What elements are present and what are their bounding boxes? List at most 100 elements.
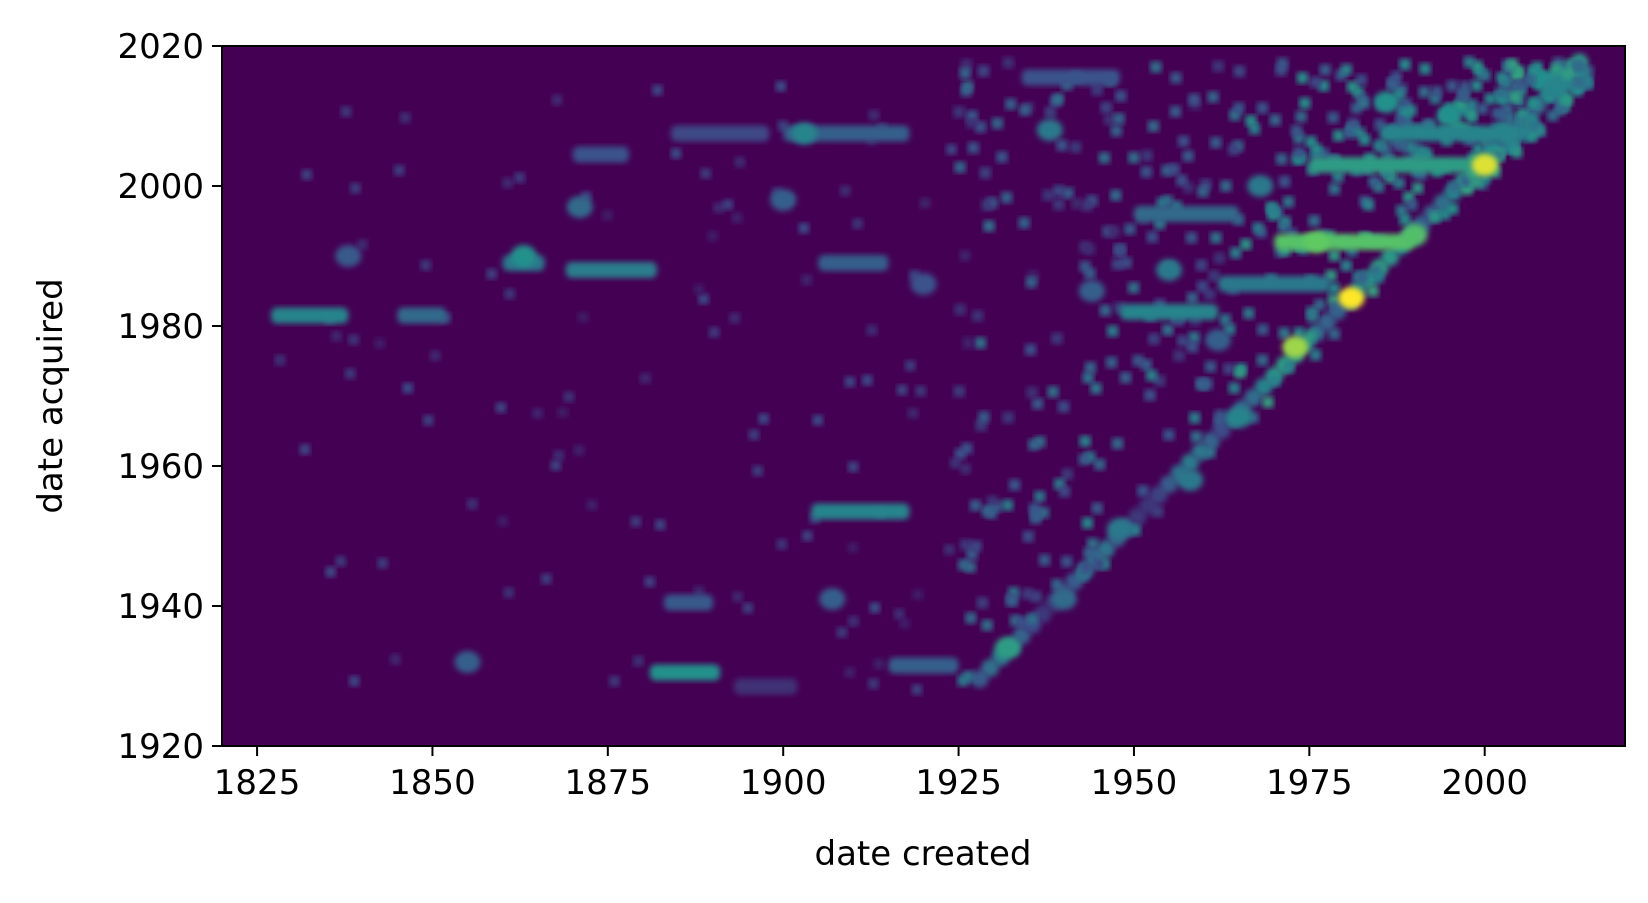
density-hotspot [1226,406,1253,428]
density-cell [1229,109,1241,121]
density-cell [868,678,879,689]
density-cell [962,337,974,349]
density-cell [962,670,974,682]
density-cell [975,419,987,431]
density-cell [965,612,977,624]
density-cell [1177,135,1189,147]
density-cell [1100,102,1112,114]
density-cell [1210,137,1222,149]
density-cell [1373,271,1385,283]
density-cell [1113,302,1125,314]
density-cell [1022,530,1034,542]
density-cell [1286,228,1298,240]
density-cell [640,373,651,384]
density-cell [1501,103,1513,115]
density-cell [1061,468,1073,480]
density-cell [1190,431,1202,443]
x-tick-label: 1975 [1266,763,1353,803]
density-cell [869,602,880,613]
density-cell [1518,126,1530,138]
density-hotspot [994,637,1021,659]
density-streak [663,594,714,611]
density-cell [1503,112,1515,124]
density-cell [996,151,1008,163]
density-cell [1296,72,1308,84]
density-cell [350,183,361,194]
density-cell [1318,147,1330,159]
density-cell [1328,283,1340,295]
y-tick-label: 1980 [117,307,204,347]
density-cell [960,250,971,261]
density-cell [552,94,563,105]
density-cell [1357,271,1369,283]
density-cell [974,337,986,349]
density-cell [1053,185,1065,197]
density-cell [420,260,431,271]
density-cell [495,402,506,413]
density-cell [1144,389,1156,401]
density-cell [1571,85,1583,97]
density-hotspot [819,588,846,610]
density-cell [1026,613,1038,625]
density-cell [574,445,585,456]
density-cell [1429,92,1441,104]
density-cell [713,202,724,213]
density-cell [1282,196,1294,208]
density-cell [1439,208,1451,220]
density-cell [953,106,965,118]
density-cell [1524,75,1536,87]
density-streak [1218,276,1331,292]
density-cell [1182,150,1194,162]
density-cell [1416,168,1428,180]
density-cell [644,576,655,587]
density-cell [374,338,385,349]
density-cell [694,586,705,597]
density-cell [1008,587,1020,599]
density-cell [1219,314,1231,326]
density-cell [1047,386,1059,398]
density-streak [670,125,770,142]
density-cell [1044,106,1056,118]
density-streak [397,307,447,324]
density-cell [1220,180,1232,192]
density-cell [1034,436,1046,448]
density-cell [978,65,990,77]
density-cell [1256,102,1268,114]
density-cell [502,177,513,188]
density-cell [357,239,368,250]
density-cell [1098,152,1110,164]
density-cell [1354,127,1366,139]
density-cell [1077,570,1089,582]
density-cell [1460,175,1472,187]
density-cell [1277,57,1289,69]
density-cell [812,415,823,426]
density-cell [707,231,718,242]
density-cell [1479,69,1491,81]
density-cell [550,460,561,471]
density-cell [1110,125,1122,137]
density-cell [581,191,592,202]
density-cell [1089,549,1101,561]
density-cell [1094,458,1106,470]
density-cell [1511,146,1523,158]
density-cell [532,408,543,419]
density-cell [1327,294,1339,306]
density-cell [986,495,998,507]
density-streak [811,503,910,520]
density-cell [960,59,972,71]
density-cell [1084,451,1096,463]
density-cell [1108,225,1120,237]
density-cell [1156,197,1168,209]
density-cell [1071,197,1083,209]
density-cell [1111,437,1123,449]
density-cell [633,656,644,667]
density-cell [1305,136,1317,148]
density-cell [1082,372,1094,384]
density-cell [1234,367,1246,379]
density-cell [1293,327,1305,339]
density-cell [905,360,916,371]
density-cell [1002,57,1014,69]
density-cell [1496,72,1508,84]
density-cell [504,288,515,299]
density-cell [1472,143,1484,155]
